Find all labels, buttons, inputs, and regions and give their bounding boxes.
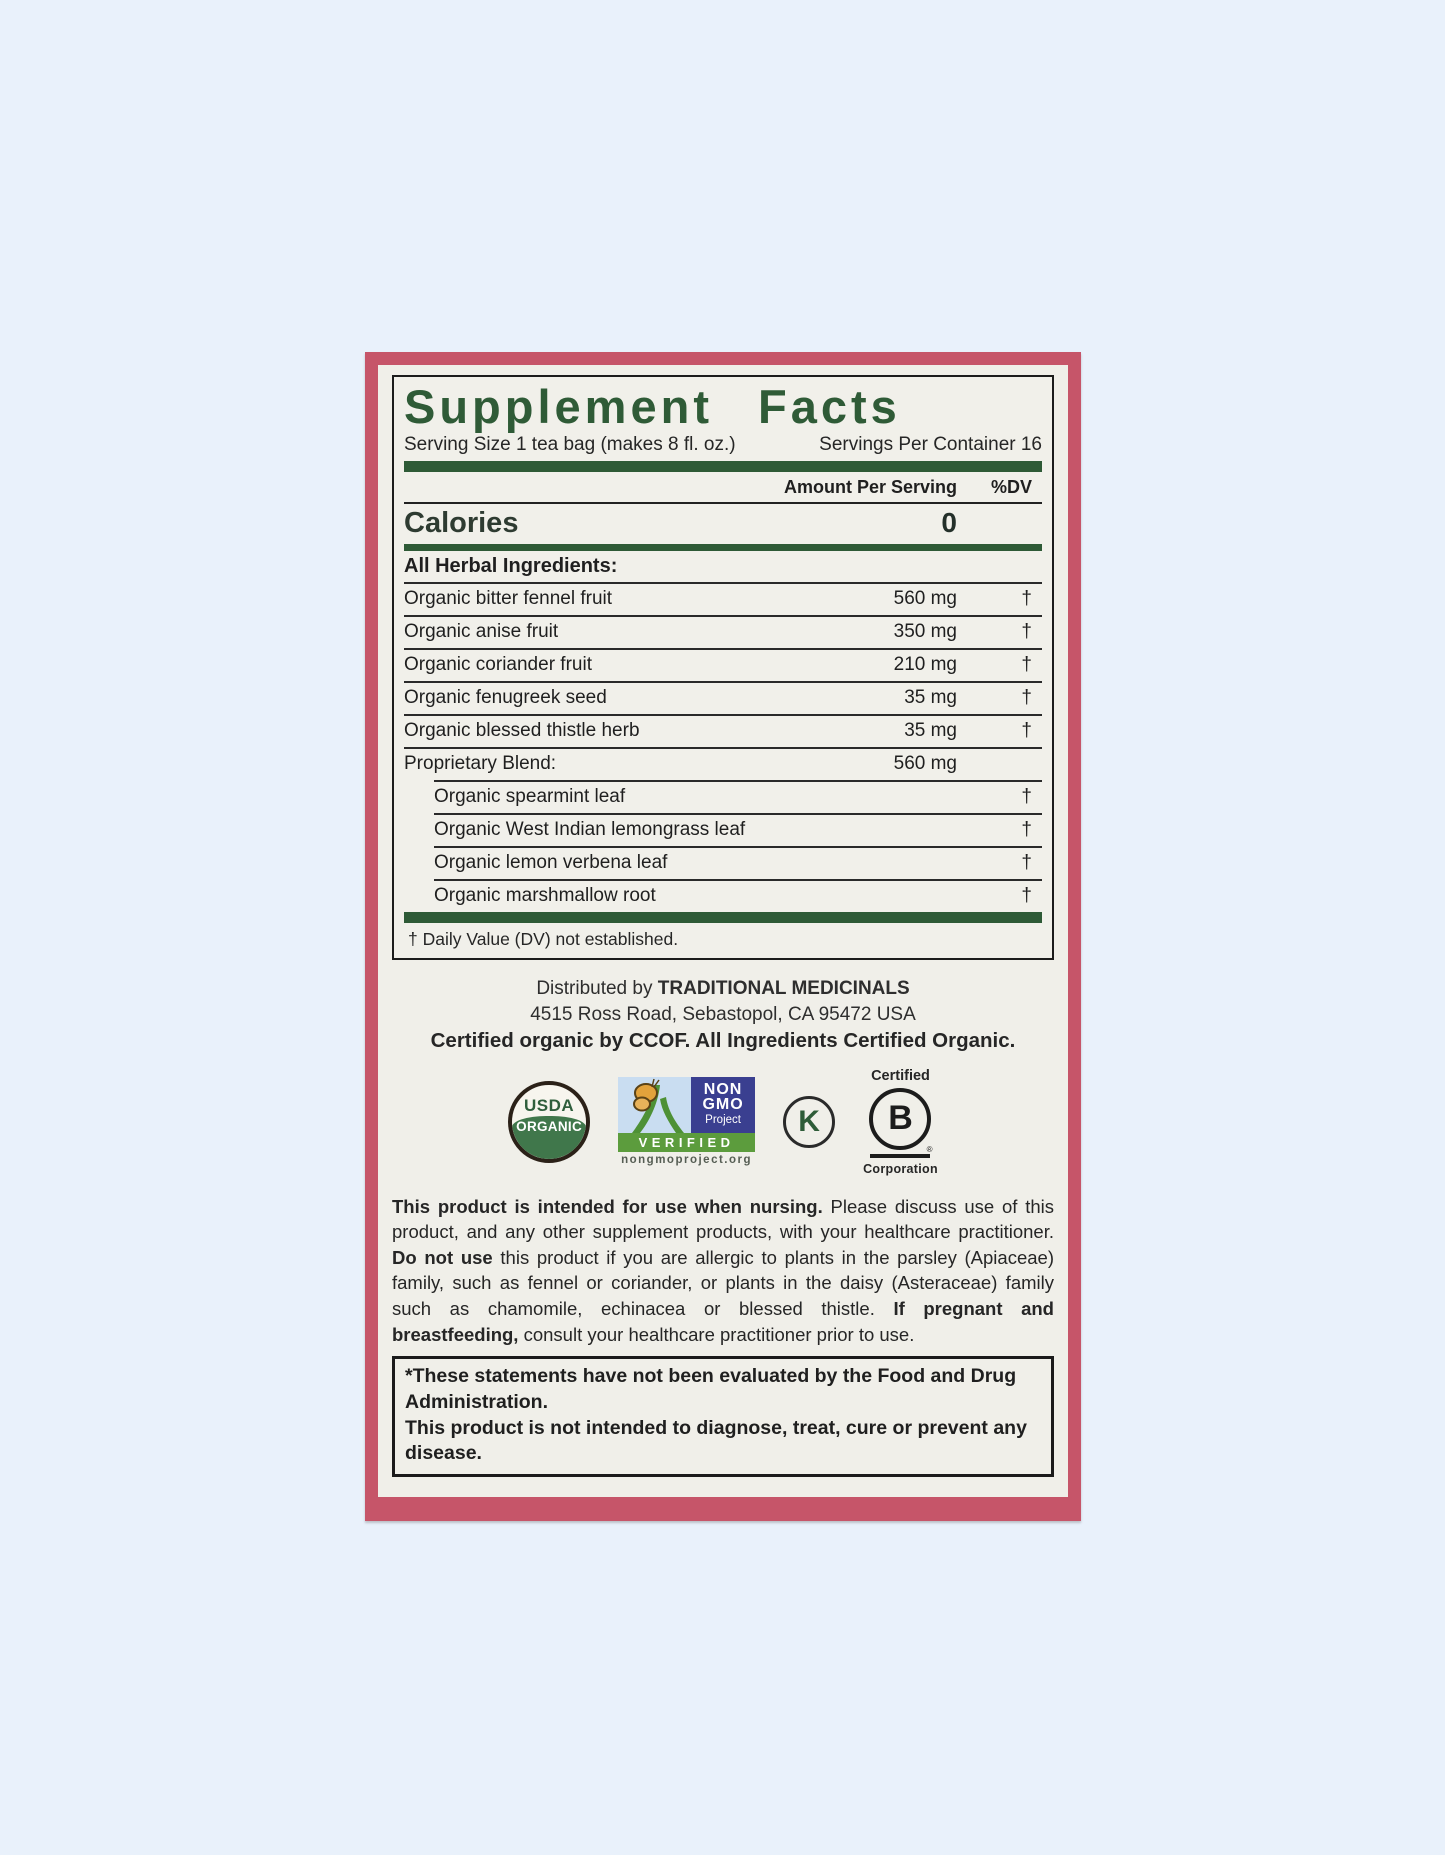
ingredient-dv: †	[1021, 588, 1032, 610]
ingredient-dv: †	[1021, 885, 1032, 907]
butterfly-icon	[618, 1077, 692, 1134]
warning-segment: If pregnant and breastfeeding,	[392, 1298, 1054, 1345]
warning-segment: Do not use	[392, 1246, 493, 1268]
ingredient-name: Organic fenugreek seed	[404, 687, 607, 709]
ingredient-name: Organic lemon verbena leaf	[434, 852, 668, 874]
project-text: Project	[705, 1114, 741, 1127]
distributed-by-text: Distributed by	[536, 977, 658, 999]
bottom-green-bar	[404, 911, 1042, 923]
gmo-text: GMO	[702, 1096, 744, 1114]
ingredient-name: Organic coriander fruit	[404, 654, 592, 676]
serving-size: Serving Size 1 tea bag (makes 8 fl. oz.)	[404, 433, 736, 455]
ingredient-dv: †	[1021, 654, 1032, 676]
address-line: 4515 Ross Road, Sebastopol, CA 95472 USA	[530, 1003, 916, 1025]
warning-segment: This product is intended for use when nu…	[392, 1195, 823, 1217]
ingredient-name: Organic blessed thistle herb	[404, 720, 640, 742]
calories-value: 0	[941, 506, 957, 538]
divider	[404, 501, 1042, 504]
ingredient-row: Organic bitter fennel fruit 560 mg †	[404, 581, 1042, 615]
ingredient-row: Proprietary Blend: 560 mg	[404, 746, 1042, 780]
warning-segment: consult your healthcare practitioner pri…	[518, 1323, 915, 1345]
blend-ingredient-row: Organic marshmallow root †	[434, 878, 1042, 912]
non-gmo-project-text: NON GMO Project	[691, 1077, 756, 1134]
ingredient-dv: †	[1021, 720, 1032, 742]
label-card: Supplement Facts Serving Size 1 tea bag …	[365, 352, 1081, 1521]
ingredient-name: Organic marshmallow root	[434, 885, 656, 907]
organic-text: ORGANIC	[516, 1119, 582, 1135]
ingredient-amount: 35 mg	[904, 687, 957, 709]
column-headers: Amount Per Serving %DV	[404, 472, 1042, 502]
ingredient-dv: †	[1021, 621, 1032, 643]
k-letter: K	[798, 1104, 820, 1138]
ingredient-row: Organic fenugreek seed 35 mg †	[404, 680, 1042, 714]
ingredient-dv: †	[1021, 786, 1032, 808]
calories-row: Calories 0	[404, 504, 1042, 544]
non-gmo-project-logo: NON GMO Project VERIFIED nongmoproject.o…	[618, 1077, 756, 1167]
b-corp-underline: ®	[870, 1145, 932, 1158]
green-bar	[404, 543, 1042, 551]
corporation-text: Corporation	[863, 1161, 938, 1176]
certified-organic-line: Certified organic by CCOF. All Ingredien…	[430, 1028, 1016, 1052]
ingredient-amount: 560 mg	[893, 753, 957, 775]
ingredient-name: Organic anise fruit	[404, 621, 559, 643]
servings-per-container: Servings Per Container 16	[819, 433, 1042, 455]
certification-logos: USDA ORGANIC	[392, 1068, 1054, 1176]
serving-row: Serving Size 1 tea bag (makes 8 fl. oz.)…	[404, 434, 1042, 456]
fda-disclaimer-box: *These statements have not been evaluate…	[392, 1356, 1054, 1477]
usda-organic-logo: USDA ORGANIC	[508, 1080, 591, 1163]
verified-band: VERIFIED	[618, 1133, 756, 1153]
ingredient-dv: †	[1021, 819, 1032, 841]
ingredient-name: Proprietary Blend:	[404, 753, 557, 775]
supplement-facts-panel: Supplement Facts Serving Size 1 tea bag …	[392, 375, 1054, 960]
ingredient-amount: 35 mg	[904, 720, 957, 742]
ingredient-row: Organic blessed thistle herb 35 mg †	[404, 713, 1042, 747]
circle-k-kosher-logo: K	[783, 1095, 836, 1148]
ingredient-name: Organic West Indian lemongrass leaf	[434, 819, 746, 841]
blend-ingredient-row: Organic West Indian lemongrass leaf †	[434, 812, 1042, 846]
b-letter: B	[888, 1099, 913, 1138]
amount-per-serving-header: Amount Per Serving	[783, 476, 957, 497]
panel-title: Supplement Facts	[404, 380, 901, 433]
non-text: NON	[703, 1081, 743, 1099]
dv-header: %DV	[990, 476, 1032, 497]
distributor-line: Distributed by TRADITIONAL MEDICINALS	[392, 976, 1054, 1002]
registered-mark: ®	[926, 1144, 933, 1154]
ingredient-name: Organic bitter fennel fruit	[404, 588, 613, 610]
usda-text: USDA	[523, 1096, 575, 1116]
section-header: All Herbal Ingredients:	[404, 554, 618, 577]
warning-segment: Please discuss use of this product, and …	[392, 1195, 1054, 1243]
nongmo-url: nongmoproject.org	[621, 1154, 753, 1167]
b-corporation-logo: Certified B ® Corporation	[863, 1068, 938, 1176]
certified-text: Certified	[871, 1067, 930, 1084]
disclaimer-line: This product is not intended to diagnose…	[405, 1416, 1027, 1465]
ingredient-name: Organic spearmint leaf	[434, 786, 626, 808]
label-inner: Supplement Facts Serving Size 1 tea bag …	[378, 365, 1068, 1497]
ingredient-row: Organic anise fruit 350 mg †	[404, 614, 1042, 648]
ingredient-dv: †	[1021, 852, 1032, 874]
ingredient-amount: 350 mg	[893, 621, 957, 643]
usage-warning: This product is intended for use when nu…	[392, 1194, 1054, 1347]
disclaimer-line: *These statements have not been evaluate…	[405, 1365, 1017, 1413]
warning-segment: this product if you are allergic to plan…	[392, 1246, 1054, 1319]
blend-ingredient-row: Organic lemon verbena leaf †	[434, 845, 1042, 879]
dv-footnote: † Daily Value (DV) not established.	[408, 928, 679, 949]
ingredient-dv: †	[1021, 687, 1032, 709]
distributor-block: Distributed by TRADITIONAL MEDICINALS 45…	[392, 976, 1054, 1054]
thick-green-bar	[404, 460, 1042, 472]
ingredient-amount: 560 mg	[893, 588, 957, 610]
blend-ingredient-row: Organic spearmint leaf †	[434, 779, 1042, 813]
calories-label: Calories	[404, 506, 519, 539]
ingredient-row: Organic coriander fruit 210 mg †	[404, 647, 1042, 681]
brand-name: TRADITIONAL MEDICINALS	[657, 977, 910, 999]
ingredient-amount: 210 mg	[893, 654, 957, 676]
